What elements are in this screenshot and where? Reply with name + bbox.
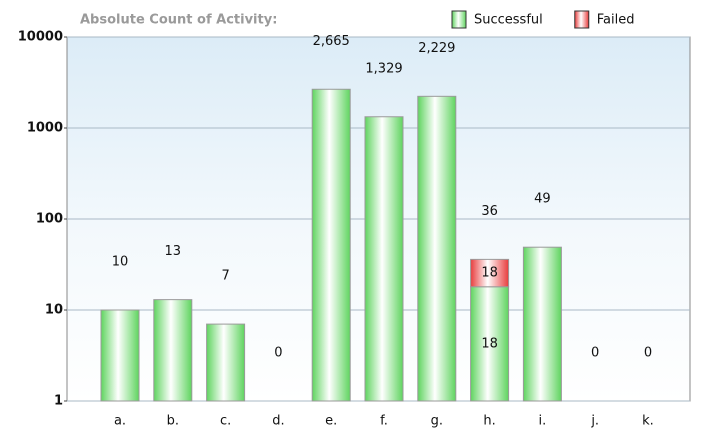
value-label: 18 (481, 266, 498, 281)
total-label: 2,665 (313, 34, 350, 49)
y-tick-label: 10000 (18, 30, 63, 45)
x-tick-label: a. (114, 414, 126, 429)
y-tick-label: 1000 (27, 121, 63, 136)
legend-swatch (574, 10, 590, 29)
chart-title: Absolute Count of Activity: (80, 13, 277, 28)
bar (470, 258, 510, 288)
legend-swatch (451, 10, 467, 29)
total-label: 2,229 (418, 41, 455, 56)
total-label: 36 (481, 204, 498, 219)
bar (522, 246, 562, 402)
legend-label: Failed (597, 13, 635, 28)
value-label: 18 (481, 336, 498, 351)
total-label: 1,329 (365, 61, 402, 76)
total-label: 0 (644, 346, 652, 361)
y-tick-label: 1 (54, 394, 63, 409)
x-tick-label: i. (539, 414, 547, 429)
x-tick-label: k. (642, 414, 654, 429)
y-tick-label: 100 (36, 212, 63, 227)
x-tick-label: b. (167, 414, 179, 429)
bar (470, 286, 510, 402)
bar (153, 299, 193, 402)
x-tick-label: j. (590, 414, 599, 429)
legend-label: Successful (474, 13, 543, 28)
bar (417, 95, 457, 402)
total-label: 7 (221, 269, 229, 284)
x-tick-label: d. (272, 414, 284, 429)
total-label: 0 (591, 346, 599, 361)
total-label: 49 (534, 192, 551, 207)
bar (100, 309, 140, 402)
x-tick-label: f. (380, 414, 388, 429)
total-label: 13 (165, 244, 182, 259)
total-label: 0 (274, 346, 282, 361)
bar (311, 88, 351, 402)
x-tick-label: g. (431, 414, 443, 429)
bar (206, 323, 246, 402)
bar (364, 116, 404, 402)
x-tick-label: e. (325, 414, 337, 429)
x-tick-label: c. (220, 414, 231, 429)
x-tick-label: h. (483, 414, 495, 429)
y-tick-label: 10 (45, 303, 63, 318)
total-label: 10 (112, 255, 129, 270)
